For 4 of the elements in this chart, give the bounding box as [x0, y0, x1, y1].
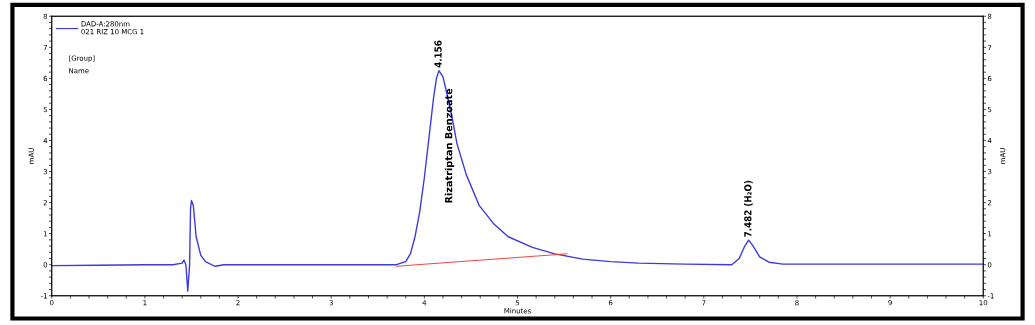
annotation: 7.482 (H₂O) — [744, 180, 753, 237]
annotation: 4.156 — [434, 40, 442, 68]
annotation: Rizatriptan Benzoate — [444, 88, 455, 203]
line-series — [51, 69, 984, 292]
